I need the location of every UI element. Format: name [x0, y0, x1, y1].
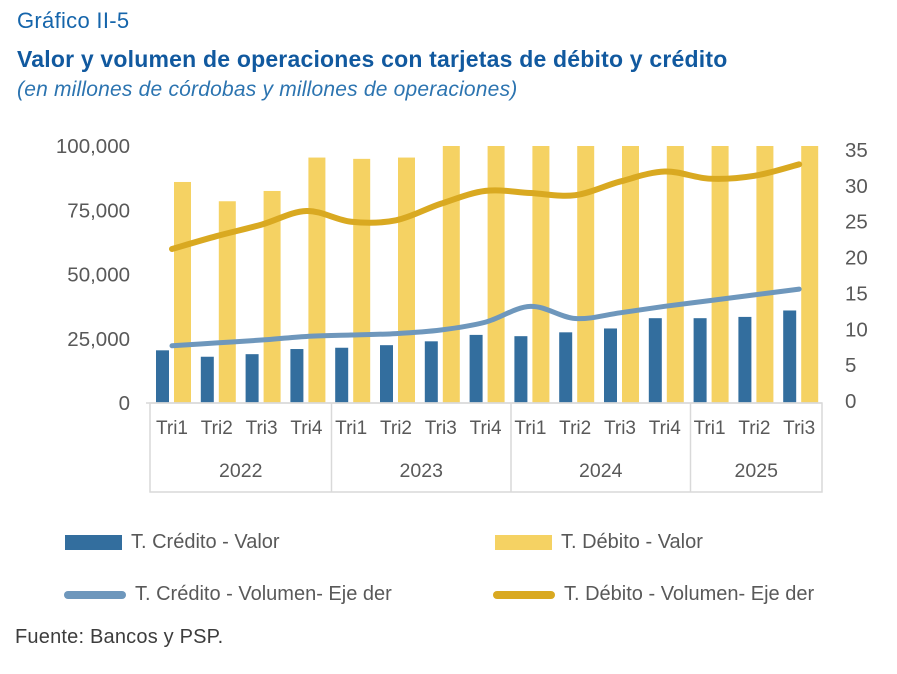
left-axis-tick: 0 [119, 392, 130, 415]
bar-debito-valor [577, 146, 595, 403]
chart-canvas: Tri1 Tri2 Tri3 Tri4 2022 Tri1 Tri2 Tri3 Tri4 2023… [56, 135, 868, 493]
figure-number: Gráfico II-5 [17, 8, 130, 33]
line-debito-volumen [169, 161, 803, 252]
right-axis-tick: 5 [845, 354, 856, 377]
source-note: Fuente: Bancos y PSP. [15, 626, 224, 648]
x-tick-quarter: Tri1 [335, 418, 367, 439]
bar-debito-valor [711, 146, 729, 403]
legend-label-debito-valor: T. Débito - Valor [561, 531, 703, 553]
x-tick-quarter: Tri1 [156, 418, 188, 439]
x-tick-quarter: Tri4 [470, 418, 502, 439]
bar-credito-valor [559, 332, 573, 403]
legend-label-debito-volumen: T. Débito - Volumen- Eje der [564, 583, 815, 605]
legend-swatch-debito-volumen [493, 590, 555, 599]
bar-credito-valor [604, 328, 617, 403]
x-tick-quarter: Tri1 [694, 418, 726, 439]
left-axis-tick: 100,000 [56, 135, 130, 158]
bar-credito-valor [245, 354, 259, 403]
right-axis-tick: 35 [845, 139, 868, 162]
legend-item-debito-valor: T. Débito - Valor [495, 531, 703, 554]
bar-debito-valor [666, 146, 684, 403]
x-tick-quarter: Tri3 [246, 418, 278, 439]
legend-item-credito-valor: T. Crédito - Valor [65, 531, 280, 554]
x-tick-quarter: Tri3 [604, 418, 636, 439]
bar-credito-valor [514, 336, 528, 403]
chart-subtitle: (en millones de córdobas y millones de o… [17, 78, 518, 101]
x-tick-quarter: Tri3 [425, 418, 457, 439]
bar-debito-valor [263, 190, 281, 403]
legend-label-credito-valor: T. Crédito - Valor [131, 531, 280, 553]
category-box [149, 402, 823, 493]
bar-credito-valor [290, 349, 304, 403]
bar-credito-valor [335, 347, 349, 403]
bar-credito-valor [469, 334, 483, 403]
bar-debito-valor [801, 146, 819, 403]
bar-debito-valor [353, 158, 371, 403]
x-tick-quarter: Tri3 [783, 418, 815, 439]
x-tick-year: 2022 [219, 460, 262, 482]
legend-item-credito-volumen: T. Crédito - Volumen- Eje der [64, 583, 392, 606]
right-axis-tick: 25 [845, 211, 868, 234]
legend-swatch-debito-valor [495, 535, 552, 550]
bar-debito-valor [487, 146, 505, 403]
right-axis-tick: 15 [845, 282, 868, 305]
bar-debito-valor [398, 157, 415, 403]
bar-credito-valor [424, 341, 438, 403]
line-credito-volumen [169, 286, 802, 349]
x-tick-quarter: Tri4 [649, 418, 681, 439]
left-axis-tick: 75,000 [67, 199, 130, 222]
bar-credito-valor [380, 345, 393, 403]
bar-credito-valor [738, 316, 752, 403]
x-tick-year: 2023 [400, 460, 443, 482]
right-axis-tick: 0 [845, 390, 856, 413]
legend-item-debito-volumen: T. Débito - Volumen- Eje der [493, 583, 814, 606]
x-tick-quarter: Tri1 [514, 418, 546, 439]
bar-credito-valor [200, 356, 214, 403]
left-axis-tick: 25,000 [67, 328, 130, 351]
legend-swatch-credito-volumen [64, 590, 126, 599]
bar-debito-valor [622, 146, 639, 403]
bar-credito-valor [693, 318, 707, 403]
x-tick-quarter: Tri2 [738, 418, 770, 439]
chart-header: Gráfico II-5 Valor y volumen de operacio… [17, 8, 897, 102]
bar-debito-valor [218, 201, 236, 403]
x-tick-year: 2024 [579, 460, 623, 482]
bar-debito-valor [174, 181, 191, 403]
x-tick-quarter: Tri4 [290, 418, 322, 439]
right-axis-tick: 30 [845, 175, 868, 198]
x-tick-year: 2025 [735, 460, 779, 482]
chart-title: Valor y volumen de operaciones con tarje… [17, 46, 728, 72]
bar-credito-valor [648, 318, 662, 403]
bar-debito-valor [308, 157, 326, 403]
x-tick-quarter: Tri2 [380, 418, 412, 439]
bar-debito-valor [756, 146, 774, 403]
bar-debito-valor [532, 146, 550, 403]
right-axis-tick: 20 [845, 247, 868, 270]
chart-plot-area: Tri1 Tri2 Tri3 Tri4 2022 Tri1 Tri2 Tri3 Tri4 2023… [0, 118, 897, 510]
bar-credito-valor [783, 310, 797, 403]
bar-credito-valor [156, 350, 169, 403]
legend-label-credito-volumen: T. Crédito - Volumen- Eje der [135, 583, 392, 605]
left-axis-tick: 50,000 [67, 264, 130, 287]
right-axis-tick: 10 [845, 318, 868, 341]
bar-debito-valor [442, 146, 460, 403]
legend-swatch-credito-valor [65, 535, 122, 550]
x-tick-quarter: Tri2 [559, 418, 591, 439]
x-tick-quarter: Tri2 [201, 418, 233, 439]
